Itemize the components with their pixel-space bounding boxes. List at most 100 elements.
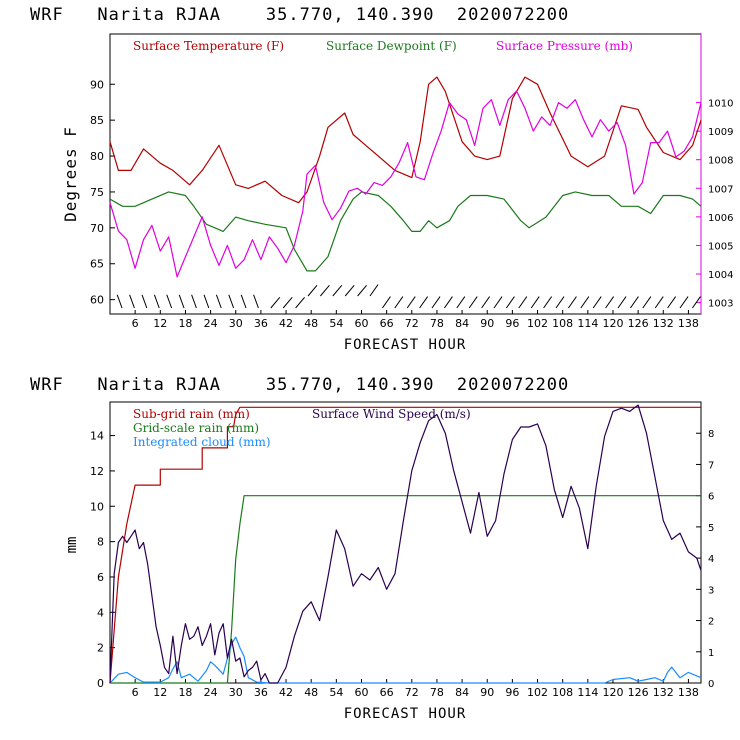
wind-barb: [481, 296, 491, 309]
x-tick-label: 24: [204, 317, 218, 330]
y2-tick-label: 1: [708, 648, 714, 659]
x-tick-label: 36: [254, 686, 268, 699]
y-tick-label: 60: [90, 294, 104, 307]
wind-barb: [191, 294, 197, 309]
y2-tick-label: 7: [708, 460, 714, 471]
x-tick-label: 102: [527, 317, 548, 330]
x-tick-label: 36: [254, 317, 268, 330]
y2-tick-label: 8: [708, 429, 714, 440]
wind-barb: [141, 294, 148, 309]
x-tick-label: 54: [329, 686, 343, 699]
x-tick-label: 18: [178, 686, 192, 699]
x-tick-label: 84: [455, 686, 469, 699]
wind-barb: [443, 296, 453, 309]
wind-barb: [332, 284, 343, 297]
x-tick-label: 54: [329, 317, 343, 330]
series-line-surface-dewpoint-f: [109, 191, 702, 272]
x-tick-label: 60: [354, 317, 368, 330]
series-line-grid-scale-rain-mm: [110, 495, 701, 684]
wind-barb: [518, 296, 528, 309]
y2-tick-label: 3: [708, 585, 714, 596]
wind-barb: [629, 296, 639, 309]
panel1-ticks: 6 12 18 24 30 36 42 48 54 60 66 72 78 84 90 96 102 108 114…: [90, 78, 733, 330]
x-tick-label: 42: [279, 317, 293, 330]
wind-barb: [505, 296, 515, 309]
y2-tick-label: 0: [708, 679, 714, 690]
x-tick-label: 60: [354, 686, 368, 699]
panel1-y-axis-label: Degrees F: [61, 126, 80, 222]
legend-surface-dewpoint: Surface Dewpoint (F): [326, 39, 457, 53]
panel2-ticks: 6 12 18 24 30 36 42 48 54 60 66 72 78 84 90 96 102 108 114…: [90, 429, 714, 699]
wind-barb: [253, 294, 259, 309]
x-tick-label: 120: [602, 317, 623, 330]
wind-barb: [543, 296, 553, 309]
y-tick-label: 65: [90, 258, 104, 271]
x-tick-label: 48: [304, 317, 318, 330]
x-tick-label: 6: [132, 686, 139, 699]
y2-tick-label: 1007: [708, 184, 733, 195]
series-line-integrated-cloud-mm: [109, 636, 702, 684]
x-tick-label: 42: [279, 686, 293, 699]
x-tick-label: 78: [430, 686, 444, 699]
y2-tick-label: 5: [708, 523, 714, 534]
wind-barb: [605, 296, 615, 309]
x-tick-label: 114: [577, 317, 598, 330]
x-tick-label: 24: [204, 686, 218, 699]
y-tick-label: 75: [90, 186, 104, 199]
wind-barb: [679, 296, 689, 309]
y-tick-label: 4: [97, 606, 104, 619]
y-tick-label: 8: [97, 536, 104, 549]
series-line-surface-temperature-f: [109, 76, 702, 204]
legend-surface-temperature: Surface Temperature (F): [133, 39, 284, 53]
series-line-surface-wind-speed-m-s: [109, 404, 702, 684]
y2-tick-label: 4: [708, 554, 714, 565]
temperature-panel: WRF Narita RJAA 35.770, 140.390 20200722…: [30, 5, 733, 353]
panel1-series: [109, 76, 702, 278]
wind-barb: [178, 294, 185, 309]
y-tick-label: 6: [97, 571, 104, 584]
y2-tick-label: 1010: [708, 99, 733, 110]
y-tick-label: 85: [90, 114, 104, 127]
wind-barb: [654, 296, 664, 309]
panel2-y-axis-label: mm: [64, 537, 80, 554]
y-tick-label: 0: [97, 677, 104, 690]
x-tick-label: 18: [178, 317, 192, 330]
wind-barb: [530, 296, 540, 309]
x-tick-label: 48: [304, 686, 318, 699]
wind-barb: [320, 284, 330, 297]
wind-barb: [215, 294, 222, 309]
x-tick-label: 12: [153, 686, 167, 699]
series-line-sub-grid-rain-mm: [109, 406, 701, 684]
wind-barb: [419, 296, 429, 309]
wind-barb: [282, 296, 293, 309]
wind-barb: [431, 296, 441, 309]
x-tick-label: 120: [602, 686, 623, 699]
y-tick-label: 2: [97, 642, 104, 655]
wind-barb: [129, 294, 135, 309]
panel2-x-axis-label: FORECAST HOUR: [344, 706, 467, 722]
y-tick-label: 80: [90, 150, 104, 163]
x-tick-label: 30: [229, 686, 243, 699]
wind-barb: [357, 284, 367, 297]
legend-surface-wind-speed: Surface Wind Speed (m/s): [312, 407, 471, 421]
wind-barb: [567, 296, 577, 309]
y-tick-label: 90: [90, 78, 104, 91]
wind-barb: [270, 296, 281, 309]
y2-tick-label: 1006: [708, 213, 733, 224]
wind-barb: [307, 284, 318, 297]
x-tick-label: 72: [405, 317, 419, 330]
x-tick-label: 90: [480, 686, 494, 699]
x-tick-label: 30: [229, 317, 243, 330]
precipitation-panel: WRF Narita RJAA 35.770, 140.390 20200722…: [30, 375, 714, 722]
wind-barbs: [116, 284, 701, 309]
x-tick-label: 132: [653, 317, 674, 330]
wind-barb: [240, 294, 247, 309]
x-tick-label: 96: [505, 686, 519, 699]
x-tick-label: 126: [628, 686, 649, 699]
wind-barb: [203, 294, 210, 309]
x-tick-label: 90: [480, 317, 494, 330]
y2-tick-label: 2: [708, 617, 714, 628]
wind-barb: [166, 294, 173, 309]
legend-sub-grid-rain: Sub-grid rain (mm): [133, 407, 250, 421]
y-tick-label: 12: [90, 465, 104, 478]
